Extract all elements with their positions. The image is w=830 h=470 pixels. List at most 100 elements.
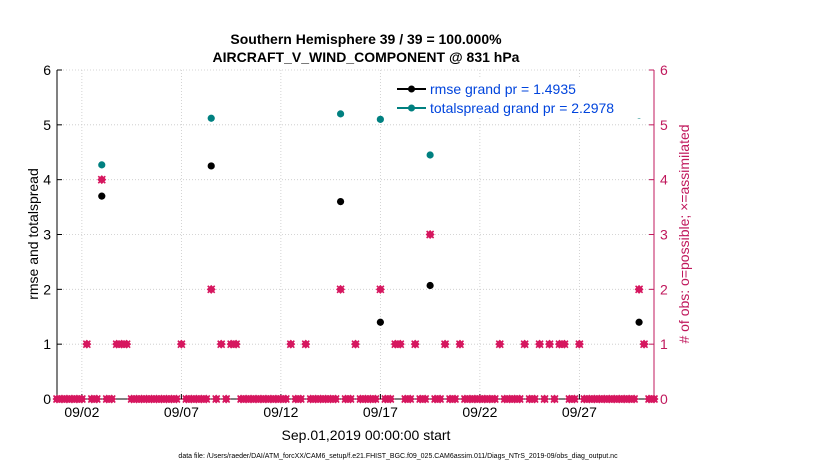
- y-tick-label-right: 5: [660, 117, 668, 133]
- legend-box: [393, 78, 649, 118]
- footnote: data file: /Users/raeder/DAI/ATM_forcXX/…: [178, 453, 618, 460]
- obs-marker: [375, 284, 385, 294]
- obs-assimilated-marker: [550, 394, 559, 404]
- obs-marker: [410, 339, 420, 349]
- obs-assimilated-marker: [575, 340, 584, 349]
- obs-assimilated-marker: [286, 340, 295, 349]
- obs-assimilated-marker: [107, 394, 116, 404]
- obs-marker: [206, 284, 216, 294]
- obs-marker: [336, 284, 346, 294]
- obs-marker: [450, 394, 460, 404]
- x-tick-label: 09/17: [363, 404, 398, 420]
- totalspread-point: [376, 115, 384, 123]
- obs-marker: [550, 394, 559, 404]
- y-tick-label-left: 1: [43, 336, 51, 352]
- x-tick-label: 09/02: [64, 404, 99, 420]
- obs-assimilated-marker: [535, 340, 544, 349]
- y-tick-label-left: 0: [43, 391, 51, 407]
- obs-marker: [520, 339, 530, 349]
- legend: rmse grand pr = 1.4935 totalspread grand…: [393, 78, 649, 118]
- obs-assimilated-marker: [92, 394, 101, 404]
- obs-assimilated-marker: [455, 340, 465, 349]
- obs-marker: [540, 394, 550, 404]
- totalspread-point: [336, 110, 345, 118]
- y-tick-label-left: 4: [43, 172, 51, 188]
- obs-marker: [351, 339, 360, 349]
- obs-assimilated-marker: [222, 394, 231, 404]
- obs-assimilated-marker: [630, 394, 639, 404]
- obs-marker: [634, 284, 644, 294]
- obs-marker: [574, 339, 584, 349]
- obs-marker: [281, 394, 291, 404]
- obs-marker: [545, 339, 555, 349]
- y-tick-label-right: 6: [660, 62, 668, 78]
- obs-assimilated-marker: [301, 340, 310, 349]
- y-tick-label-right: 4: [660, 172, 668, 188]
- obs-assimilated-marker: [639, 340, 649, 349]
- obs-marker: [639, 339, 649, 349]
- obs-marker: [211, 394, 221, 404]
- obs-assimilated-marker: [177, 340, 186, 349]
- obs-assimilated-marker: [212, 394, 221, 404]
- obs-marker: [77, 394, 87, 404]
- obs-assimilated-marker: [82, 340, 91, 349]
- obs-marker: [385, 394, 395, 404]
- obs-assimilated-marker: [421, 394, 430, 404]
- obs-assimilated-marker: [649, 394, 659, 404]
- obs-assimilated-marker: [371, 394, 380, 404]
- obs-marker: [370, 394, 380, 404]
- rmse-point: [426, 281, 434, 290]
- obs-assimilated-marker: [336, 285, 345, 294]
- obs-marker: [495, 339, 505, 349]
- x-axis-label: Sep.01,2019 00:00:00 start: [282, 427, 451, 443]
- obs-marker: [530, 394, 540, 404]
- obs-assimilated-marker: [77, 394, 86, 404]
- obs-marker: [221, 394, 231, 404]
- obs-assimilated-marker: [217, 340, 226, 349]
- totalspread-point: [207, 114, 215, 122]
- obs-marker: [455, 339, 465, 349]
- y-tick-label-left: 2: [43, 281, 51, 297]
- obs-assimilated-marker: [281, 394, 290, 404]
- obs-assimilated-marker: [560, 340, 569, 349]
- y-tick-label-right: 1: [660, 336, 668, 352]
- y-axis-right-label: # of obs: o=possible; ×=assimilated: [676, 124, 692, 343]
- obs-assimilated-marker: [172, 394, 181, 404]
- y-tick-label-right: 0: [660, 391, 668, 407]
- obs-marker: [171, 394, 181, 404]
- obs-assimilated-marker: [635, 285, 644, 294]
- obs-marker: [92, 394, 102, 404]
- obs-marker: [649, 394, 659, 404]
- obs-assimilated-marker: [440, 340, 450, 349]
- obs-assimilated-marker: [490, 394, 499, 404]
- obs-marker: [286, 339, 296, 349]
- obs-marker: [122, 339, 132, 349]
- obs-assimilated-marker: [495, 340, 504, 349]
- rmse-point: [336, 198, 345, 206]
- rmse-point: [98, 192, 106, 200]
- legend-rmse-label: rmse grand pr = 1.4935: [430, 81, 576, 97]
- x-tick-label: 09/27: [562, 404, 597, 420]
- obs-marker: [346, 394, 356, 404]
- y-tick-label-left: 3: [43, 227, 51, 243]
- rmse-point: [376, 318, 384, 326]
- obs-assimilated-marker: [296, 394, 305, 404]
- obs-marker: [231, 339, 241, 349]
- rmse-point: [207, 162, 215, 170]
- obs-marker: [559, 339, 569, 349]
- obs-assimilated-marker: [207, 285, 216, 294]
- obs-assimilated-marker: [570, 394, 579, 404]
- obs-count-markers: [52, 175, 659, 404]
- obs-marker: [629, 394, 639, 404]
- obs-assimilated-marker: [97, 175, 106, 184]
- x-tick-label: 09/12: [263, 404, 298, 420]
- obs-marker: [395, 339, 405, 349]
- obs-assimilated-marker: [530, 394, 539, 404]
- y-axis-left-label: rmse and totalspread: [25, 168, 41, 300]
- legend-totalspread-label: totalspread grand pr = 2.2978: [430, 100, 614, 116]
- legend-totalspread-marker: [408, 104, 415, 112]
- obs-assimilated-marker: [406, 394, 415, 404]
- y-tick-label-right: 3: [660, 227, 668, 243]
- rmse-point: [635, 318, 643, 326]
- x-tick-label: 09/07: [164, 404, 199, 420]
